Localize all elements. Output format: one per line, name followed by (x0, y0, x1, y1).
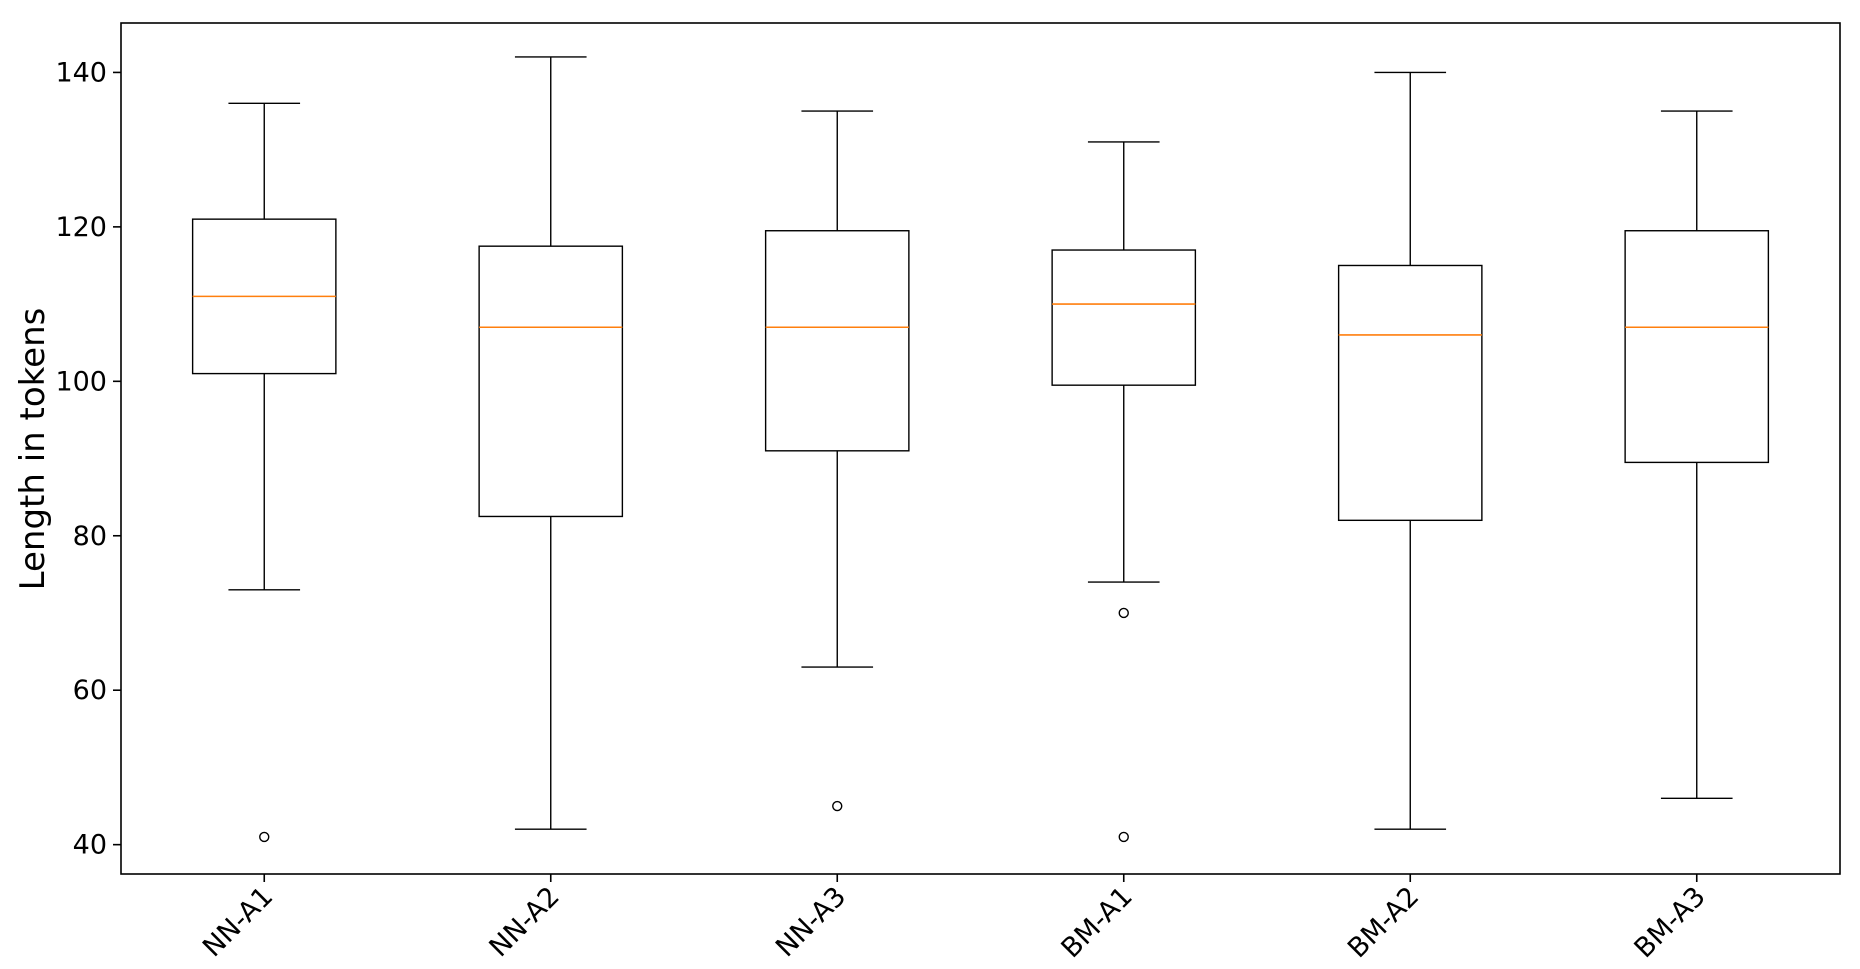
y-tick-label: 140 (55, 57, 107, 88)
box-nn-a2 (478, 56, 624, 830)
box-bm-a1 (1051, 141, 1197, 843)
box-bm-a3 (1624, 110, 1770, 800)
x-tick-label: NN-A1 (197, 881, 279, 963)
x-axis: NN-A1 NN-A2 NN-A3 BM-A1 BM-A2 BM-A3 (197, 874, 1712, 964)
x-tick-label: NN-A2 (484, 881, 566, 963)
plot-marks (191, 56, 1770, 843)
y-tick-label: 40 (73, 830, 107, 861)
outlier-point (832, 800, 843, 812)
box-bm-a2 (1337, 71, 1483, 830)
iqr-box (764, 230, 910, 452)
y-axis: 40 60 80 100 120 140 (55, 57, 121, 861)
x-tick-label: NN-A3 (770, 881, 852, 963)
y-tick-label: 80 (73, 521, 107, 552)
y-tick-label: 120 (55, 212, 107, 243)
y-axis-label: Length in tokens (13, 308, 53, 591)
iqr-box (478, 245, 624, 518)
outlier-point (259, 831, 270, 843)
outlier-point (1118, 607, 1129, 619)
x-tick-label: BM-A3 (1629, 881, 1712, 964)
y-tick-label: 60 (73, 675, 107, 706)
iqr-box (1051, 249, 1197, 386)
x-tick-label: BM-A1 (1056, 881, 1139, 964)
box-nn-a1 (191, 102, 337, 843)
box-nn-a3 (764, 110, 910, 812)
iqr-box (1337, 264, 1483, 522)
outlier-point (1118, 831, 1129, 843)
x-tick-label: BM-A2 (1342, 881, 1425, 964)
iqr-box (1624, 230, 1770, 464)
y-tick-label: 100 (55, 366, 107, 397)
plot-frame (120, 22, 1841, 875)
